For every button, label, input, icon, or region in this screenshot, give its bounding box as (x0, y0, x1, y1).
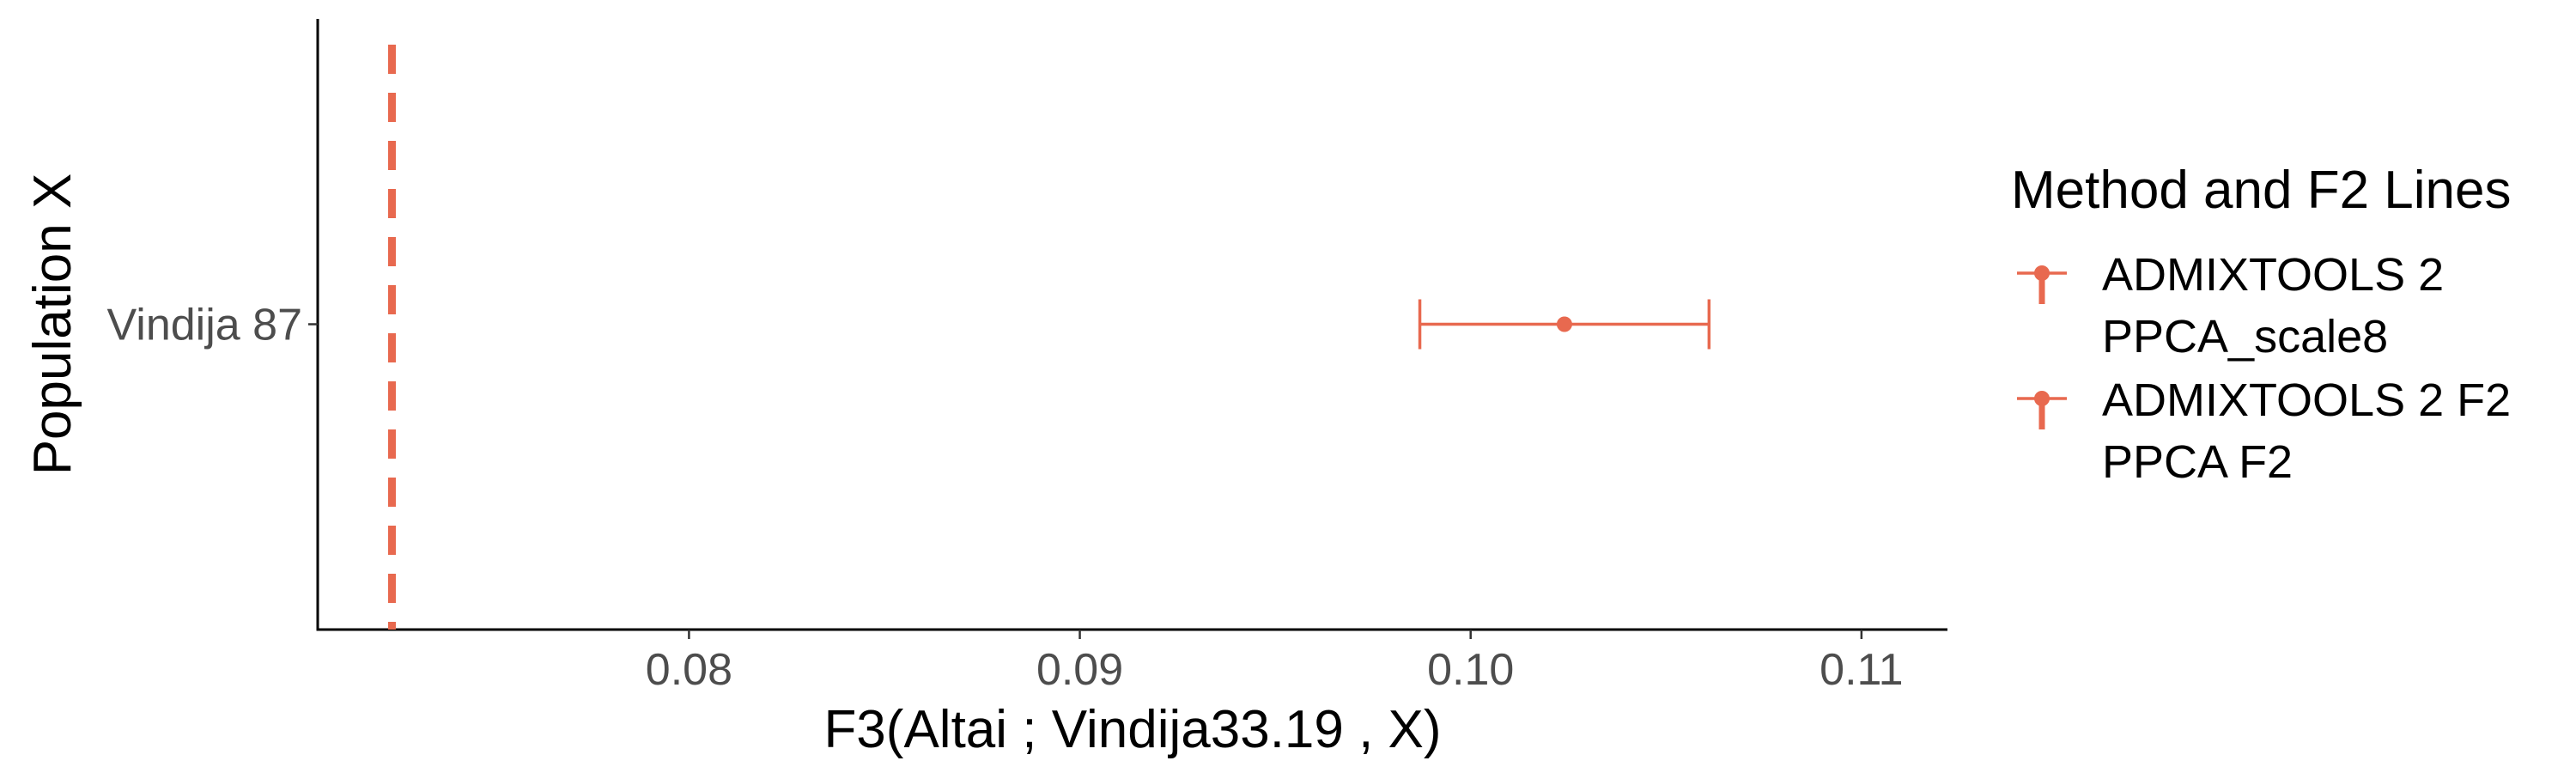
x-axis-title: F3(Altai ; Vindija33.19 , X) (823, 700, 1441, 759)
y-axis: Vindija 87 (107, 19, 319, 631)
y-tick-label: Vindija 87 (107, 301, 302, 350)
x-axis: 0.08 0.09 0.10 0.11 (316, 628, 1947, 695)
x-tick-label: 0.08 (646, 645, 732, 695)
legend-label: ADMIXTOOLS 2 F2 (2102, 374, 2511, 426)
x-tick-label: 0.10 (1427, 645, 1514, 695)
legend-key-dot (2034, 391, 2050, 406)
legend-label: PPCA F2 (2102, 436, 2293, 488)
legend-title: Method and F2 Lines (2011, 161, 2512, 220)
legend-label: PPCA_scale8 (2102, 311, 2388, 362)
y-axis-title: Population X (23, 173, 82, 476)
legend-label: ADMIXTOOLS 2 (2102, 249, 2444, 301)
x-tick-label: 0.11 (1820, 645, 1903, 695)
data-marks (387, 45, 1711, 630)
x-tick-label: 0.09 (1036, 645, 1123, 695)
legend: Method and F2 Lines ADMIXTOOLS 2 PPCA_sca… (2011, 161, 2512, 488)
legend-key-dot (2034, 265, 2050, 281)
data-point (1556, 316, 1572, 332)
